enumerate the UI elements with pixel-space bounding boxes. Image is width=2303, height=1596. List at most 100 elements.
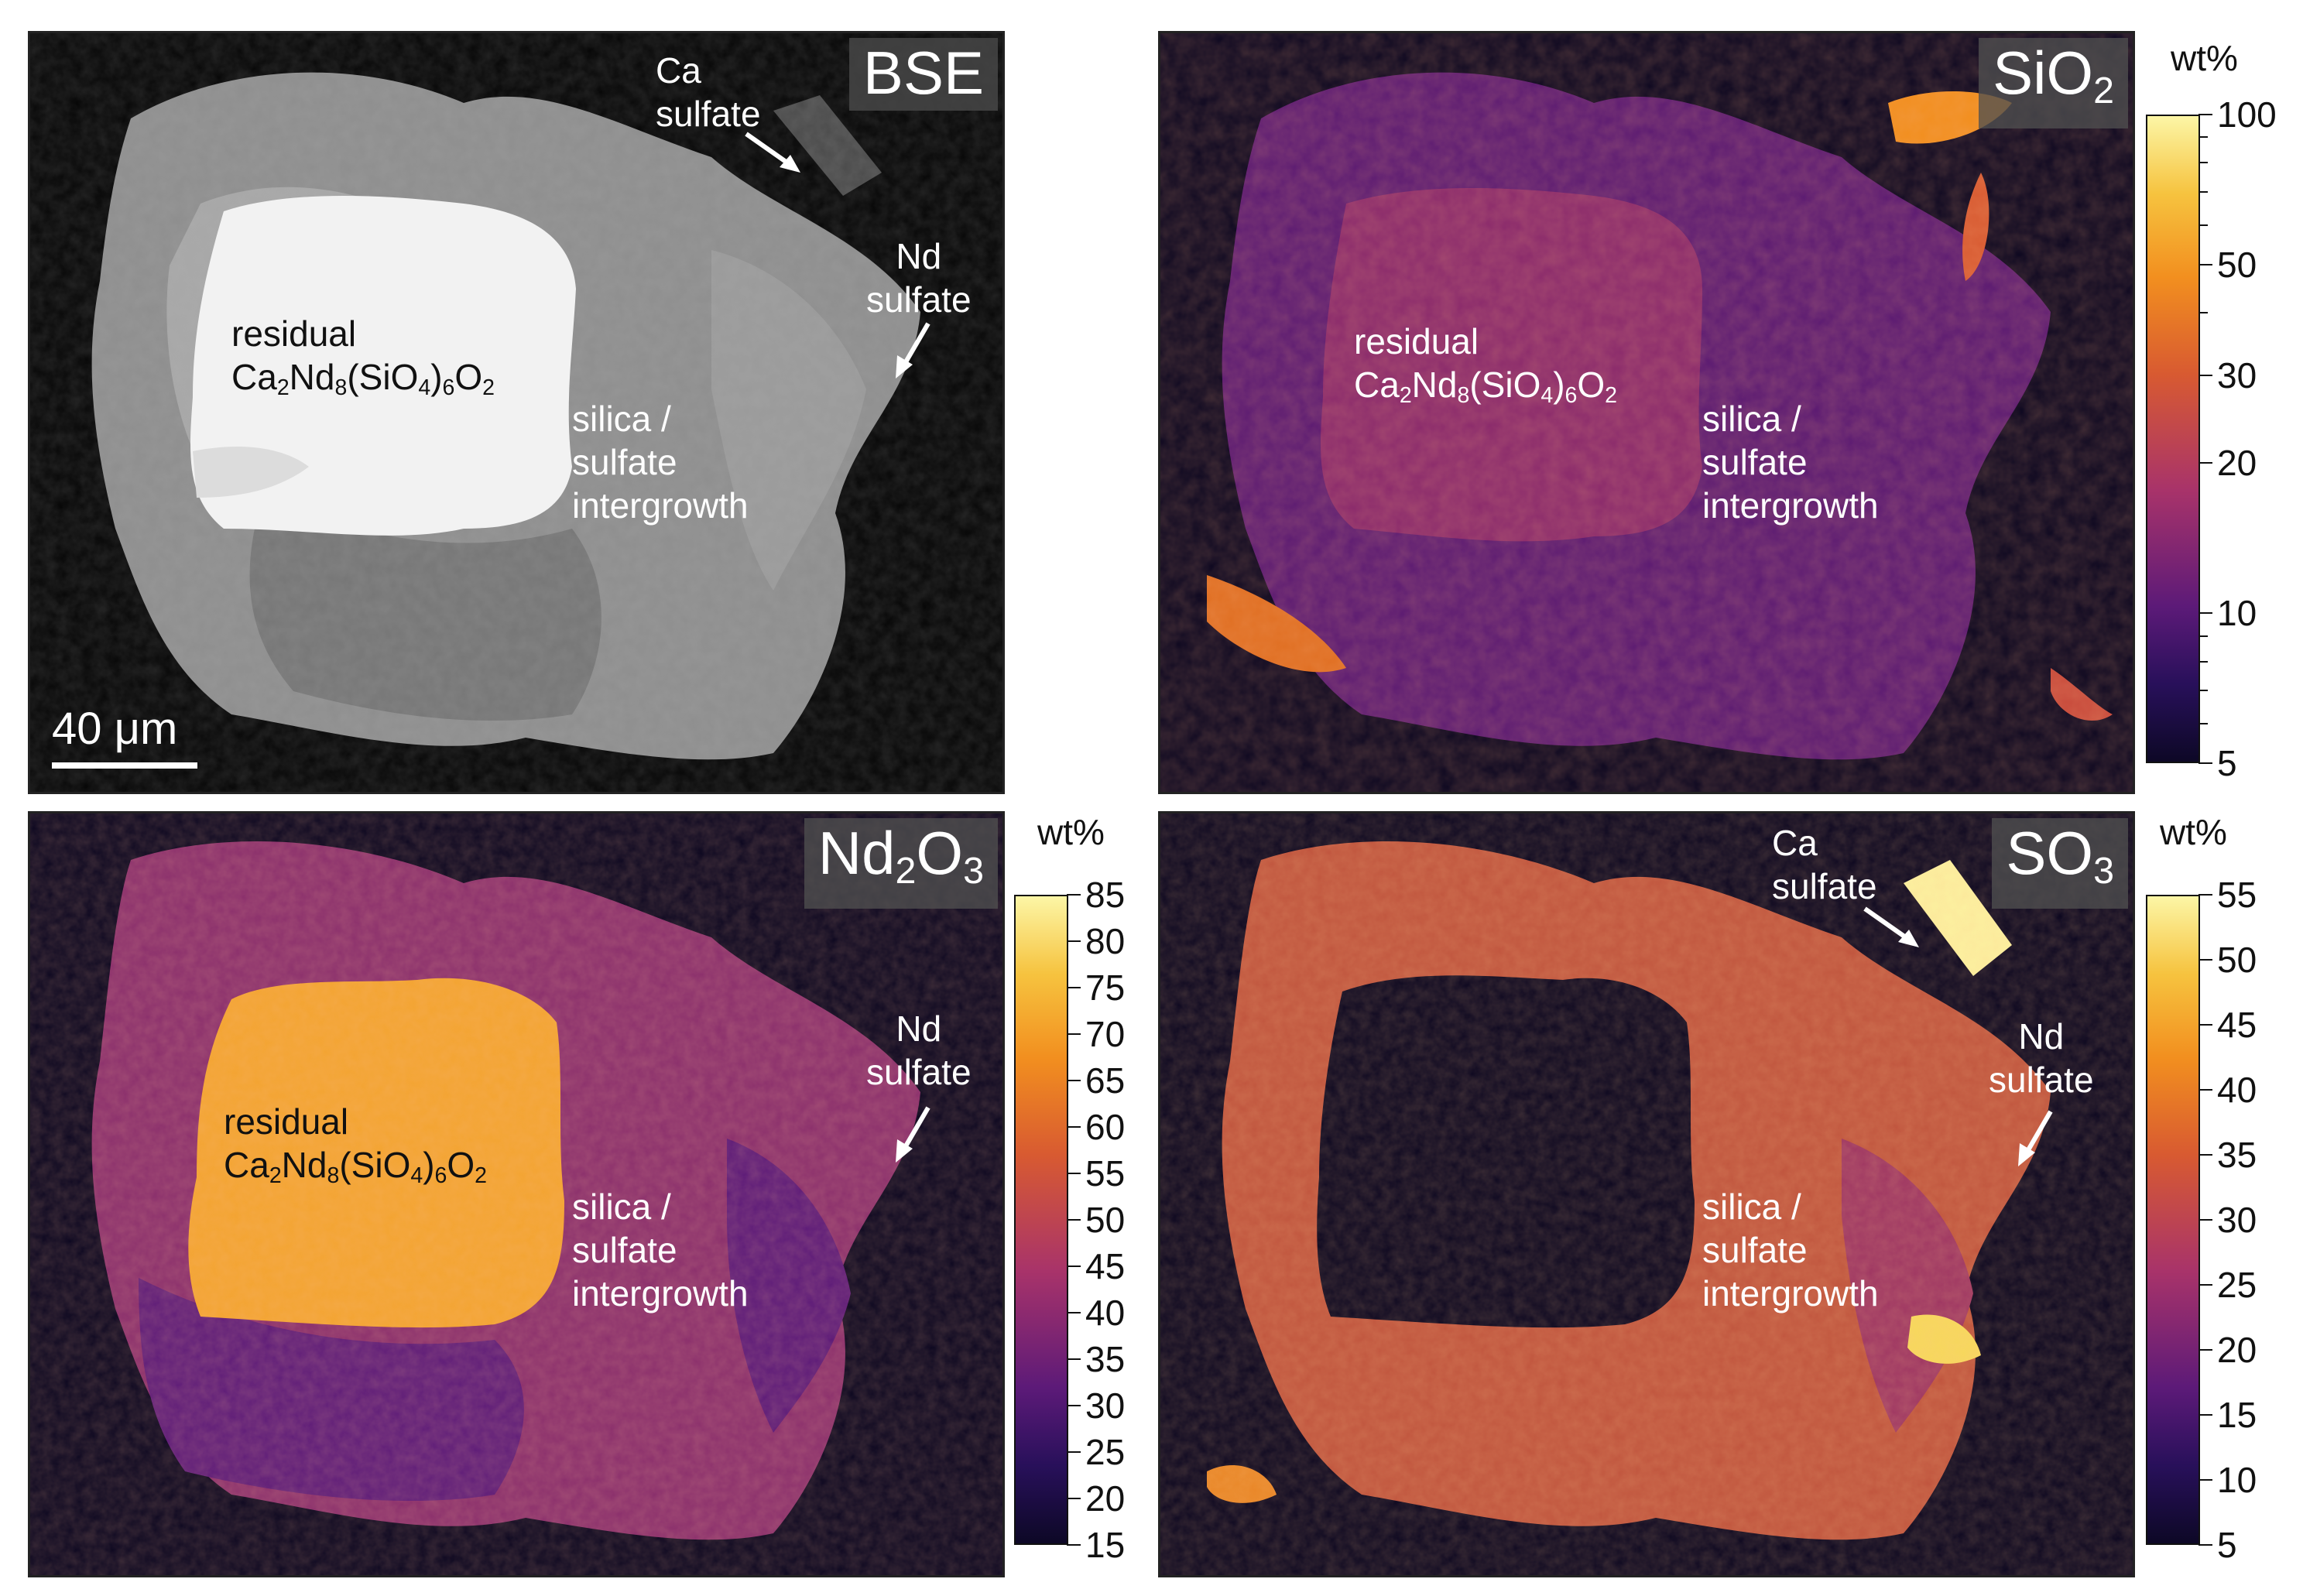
colorbar-gradient [2146,895,2200,1545]
colorbar-tick [1067,1312,1081,1313]
colorbar-tick-label: 50 [2217,244,2257,285]
colorbar-tick [2198,1349,2212,1351]
panel-tag-so3: SO3 [1992,818,2128,909]
colorbar-gradient [1014,895,1068,1545]
label-ca-line2: sulfate [656,94,761,134]
label-nd-sulfate: Nd sulfate [866,1007,972,1094]
label-silica-sulfate: silica / sulfate intergrowth [1702,1185,1879,1315]
colorbar-minor-tick [2198,312,2208,314]
nd2o3-map [30,813,1002,1575]
label-silica-line1: silica / [572,399,671,439]
colorbar-tick-label: 25 [1085,1432,1126,1472]
colorbar-tick-label: 5 [2217,743,2237,783]
colorbar-tick [1067,1358,1081,1360]
colorbar-tick-label: 15 [1085,1525,1126,1565]
label-nd-line2: sulfate [1989,1060,2094,1100]
colorbar-unit: wt% [2160,812,2227,852]
colorbar-tick [2198,894,2212,896]
colorbar-tick [2198,263,2212,265]
label-silica-line1: silica / [572,1187,671,1227]
colorbar-unit: wt% [2171,38,2238,78]
arrow-nd-sulfate [896,322,930,378]
colorbar-tick [2198,612,2212,615]
label-ca-sulfate: Ca sulfate [1772,821,1877,908]
label-nd-sulfate: Nd sulfate [1989,1015,2094,1101]
label-silica-line1: silica / [1702,1187,1801,1227]
label-residual: residual Ca2Nd8(SiO4)6O2 [1354,320,1617,417]
label-silica-line3: intergrowth [572,1273,749,1313]
arrow-ca-sulfate [745,132,800,173]
arrow-nd-sulfate [896,1106,930,1163]
colorbar-tick-label: 55 [2217,875,2257,915]
colorbar-tick-label: 50 [1085,1200,1126,1240]
label-silica-line2: sulfate [572,1230,677,1270]
colorbar-tick [2198,1544,2212,1546]
colorbar-tick [1067,1080,1081,1081]
colorbar-tick-label: 80 [1085,921,1126,961]
so3-map [1160,813,2133,1575]
colorbar-minor-tick [2198,190,2208,193]
label-ca-line1: Ca [656,50,701,91]
colorbar-tick-label: 20 [2217,1330,2257,1370]
colorbar-tick-label: 60 [1085,1107,1126,1147]
label-residual: residual Ca2Nd8(SiO4)6O2 [224,1100,487,1197]
label-silica-line2: sulfate [572,442,677,482]
colorbar-tick [1067,1498,1081,1499]
colorbar-tick [1067,1544,1081,1546]
colorbar-tick [1067,1173,1081,1174]
label-silica-sulfate: silica / sulfate intergrowth [572,1185,749,1315]
scale-bar-line [52,762,197,769]
label-residual-line1: residual [224,1101,349,1142]
colorbar-tick-label: 45 [2217,1005,2257,1045]
bse-image [30,33,1002,792]
panel-tag-bse: BSE [848,38,998,111]
colorbar-minor-tick [2198,162,2208,164]
colorbar-tick [2198,1154,2212,1156]
colorbar-tick-label: 30 [2217,354,2257,396]
scale-bar-label: 40 μm [52,704,178,754]
arrow-ca-sulfate [1863,906,1919,947]
label-silica-line2: sulfate [1702,442,1808,482]
colorbar-so3: wt% 55 50 45 40 35 30 25 20 15 10 5 [2146,811,2301,1577]
label-nd-line1: Nd [896,1009,942,1049]
colorbar-tick-label: 20 [1085,1478,1126,1519]
colorbar-tick-label: 30 [2217,1200,2257,1240]
colorbar-tick [2198,374,2212,376]
colorbar-tick-label: 25 [2217,1265,2257,1305]
bse-panel: BSE residual Ca2Nd8(SiO4)6O2 silica / su… [28,31,1005,794]
colorbar-tick [2198,1284,2212,1286]
colorbar-tick [1067,1405,1081,1406]
sio2-panel: SiO2 residual Ca2Nd8(SiO4)6O2 silica / s… [1158,31,2135,794]
label-residual-line2: Ca2Nd8(SiO4)6O2 [224,1145,488,1189]
label-nd-line2: sulfate [866,279,972,320]
colorbar-minor-tick [2198,224,2208,226]
label-silica-line3: intergrowth [1702,1273,1879,1313]
colorbar-tick [2198,462,2212,464]
colorbar-tick [1067,1033,1081,1035]
colorbar-tick [1067,940,1081,942]
colorbar-minor-tick [2198,722,2208,724]
panel-tag-sio2: SiO2 [1979,38,2128,129]
label-nd-sulfate: Nd sulfate [866,235,972,321]
colorbar-gradient [2146,115,2200,763]
colorbar-unit: wt% [1037,812,1105,852]
label-residual-line1: residual [1354,321,1479,361]
colorbar-tick-label: 15 [2217,1395,2257,1435]
colorbar-tick-label: 40 [2217,1070,2257,1110]
arrow-nd-sulfate [2018,1110,2053,1166]
colorbar-tick-label: 50 [2217,940,2257,980]
colorbar-tick-label: 10 [2217,1460,2257,1500]
nd2o3-panel: Nd2O3 residual Ca2Nd8(SiO4)6O2 silica / … [28,811,1005,1577]
label-residual-line1: residual [231,313,357,354]
colorbar-minor-tick [2198,136,2208,139]
colorbar-tick [1067,894,1081,896]
sio2-map [1160,33,2133,792]
label-ca-sulfate: Ca sulfate [656,49,761,135]
label-nd-line2: sulfate [866,1052,972,1092]
colorbar-tick-label: 20 [2217,443,2257,484]
label-nd-line1: Nd [2018,1016,2065,1057]
colorbar-tick [1067,1451,1081,1453]
colorbar-tick-label: 40 [1085,1293,1126,1333]
colorbar-tick-label: 75 [1085,968,1126,1008]
colorbar-tick-label: 10 [2217,593,2257,634]
